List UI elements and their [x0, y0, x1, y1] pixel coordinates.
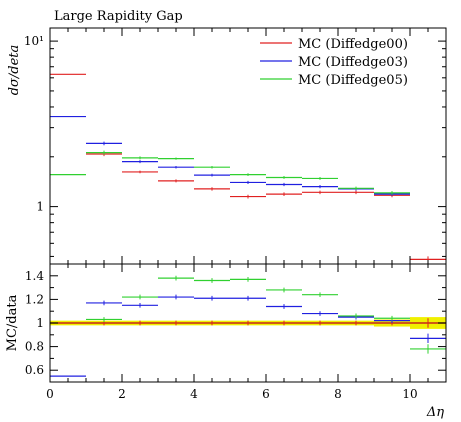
y-tick-label: 10¹	[24, 34, 44, 48]
y-tick-label: 0.8	[25, 340, 44, 354]
y-tick-label: 1.2	[25, 292, 44, 306]
legend-entry: MC (Diffedge05)	[260, 73, 408, 88]
ratio-y-axis-label: MC/data	[5, 294, 20, 351]
x-tick-label: 10	[402, 387, 417, 401]
x-tick-label: 2	[118, 387, 126, 401]
chart-title: Large Rapidity Gap	[54, 9, 183, 24]
x-tick-label: 4	[190, 387, 198, 401]
main-panel: 10¹ 1 dσ/deta MC (Diffedge00) MC (Diffedg…	[7, 27, 447, 265]
legend-label: MC (Diffedge05)	[298, 73, 408, 88]
ratio-panel: 0.6 0.8 1 1.2 1.4 0 2 4 6 8 10 MC/data Δη	[5, 263, 447, 420]
x-tick-label: 0	[46, 387, 54, 401]
y-tick-label: 1	[36, 200, 44, 214]
y-tick-label: 1	[36, 316, 44, 330]
x-tick-label: 6	[262, 387, 270, 401]
x-axis-label: Δη	[426, 405, 444, 420]
legend-label: MC (Diffedge00)	[298, 37, 408, 52]
y-tick-label: 1.4	[25, 269, 44, 283]
legend-entry: MC (Diffedge00)	[260, 37, 408, 52]
x-tick-label: 8	[334, 387, 342, 401]
main-y-axis-label: dσ/deta	[7, 45, 22, 96]
legend: MC (Diffedge00) MC (Diffedge03) MC (Diff…	[260, 37, 408, 88]
legend-label: MC (Diffedge03)	[298, 55, 408, 70]
y-tick-label: 0.6	[25, 363, 44, 377]
legend-entry: MC (Diffedge03)	[260, 55, 408, 70]
